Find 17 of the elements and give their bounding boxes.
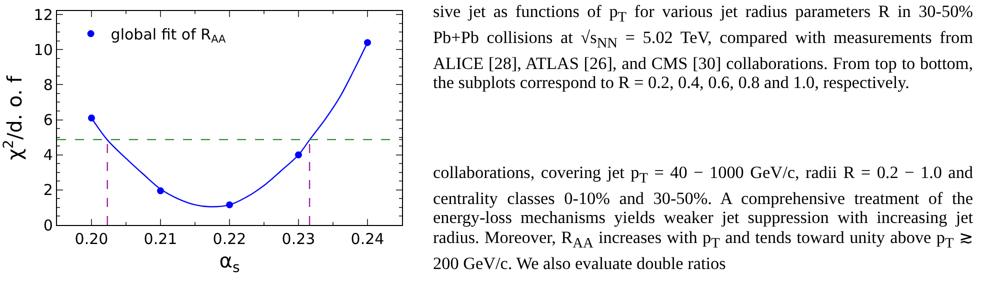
y-tick-label: 12	[34, 6, 53, 24]
x-tick-label: 0.21	[144, 230, 178, 248]
x-tick-label: 0.22	[212, 230, 246, 248]
y-tick-label: 10	[34, 40, 53, 59]
y-tick-label: 8	[43, 76, 53, 94]
legend-label: global fit of R$_{AA}$	[110, 26, 227, 46]
y-tick-label: 2	[43, 181, 53, 200]
x-tick-label: 0.24	[350, 230, 384, 248]
point	[88, 114, 95, 122]
text: sive jet as functions of p$_{T}$ for various jet radius parameters R in 30-50% Pb+Pb collisions at √s$_{NN}$ = 5.02 TeV, compared with measurements from ALICE [28], ATLAS [26], and CMS [30] collaborations. From top to bottom, the subplots correspond to R = 0.2, 0.4, 0.6, 0.8 and 1.0, respectively.	[433, 2, 974, 92]
x-tick-label: 0.20	[74, 230, 108, 248]
y-tick-label: 6	[43, 111, 53, 129]
y-tick-label: 4	[43, 146, 53, 164]
x-axis-title: α$_{s}$	[219, 248, 240, 276]
text: collaborations, covering jet p$_{T}$ = 40 − 1000 GeV/c, radii R = 0.2 − 1.0 and centrality classes 0-10% and 30-50%. A comprehensive treatment of the energy-loss mechanisms yields weaker jet suppression with increasing jet radius. Moreover, R$_{AA}$ increases with p$_{T}$ and tends toward unity above p$_{T}$ ≳ 200 GeV/c. We also evaluate double ratios	[433, 163, 974, 273]
y-tick-label: 0	[43, 216, 53, 234]
x-tick-label: 0.23	[282, 230, 316, 248]
